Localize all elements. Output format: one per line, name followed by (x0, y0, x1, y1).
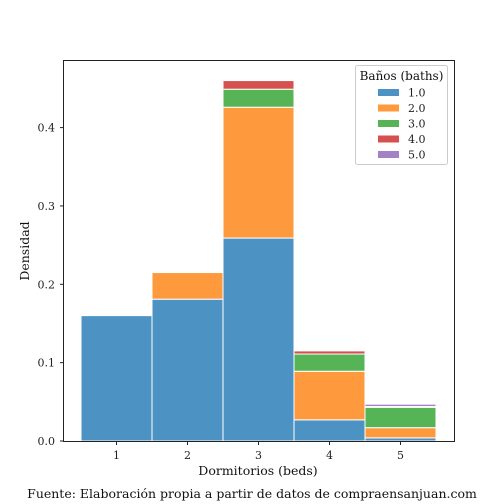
y-axis-label: Densidad (17, 221, 32, 280)
legend-label: 3.0 (408, 118, 426, 131)
bar-beds-2-baths-2.0 (151, 272, 224, 300)
y-tick-label: 0.0 (38, 435, 56, 448)
legend-swatch (378, 151, 399, 158)
source-caption: Fuente: Elaboración propia a partir de d… (27, 486, 477, 501)
legend-swatch (378, 89, 399, 96)
x-tick-label: 1 (113, 449, 120, 462)
bar-beds-3-baths-4.0 (222, 80, 295, 90)
legend-swatch (378, 120, 399, 127)
y-tick-label: 0.3 (38, 200, 56, 213)
legend-label: 2.0 (408, 102, 426, 115)
legend-swatch (378, 135, 399, 143)
bar-beds-5-baths-3.0 (364, 406, 437, 429)
legend-label: 1.0 (408, 87, 426, 100)
bar-beds-5-baths-5.0 (364, 403, 437, 408)
legend: Baños (baths) 1.0 2.0 3.0 4.0 5.0 (355, 65, 448, 165)
bars-group (80, 80, 437, 442)
bar-beds-4-baths-1.0 (293, 419, 366, 442)
bar-beds-3-baths-2.0 (222, 106, 295, 239)
x-tick-label: 4 (326, 449, 333, 462)
bar-beds-2-baths-1.0 (151, 298, 224, 442)
bar-beds-3-baths-3.0 (222, 88, 295, 108)
bar-beds-5-baths-2.0 (364, 427, 437, 439)
legend-label: 5.0 (408, 149, 426, 162)
bar-beds-4-baths-4.0 (293, 350, 366, 355)
x-tick-label: 3 (255, 449, 262, 462)
legend-label: 4.0 (408, 133, 426, 146)
legend-title: Baños (baths) (360, 69, 444, 83)
bar-beds-3-baths-1.0 (222, 237, 295, 442)
x-tick-label: 2 (184, 449, 191, 462)
x-axis: 1 2 3 4 5 (113, 441, 404, 462)
x-axis-label: Dormitorios (beds) (198, 463, 317, 478)
bar-beds-4-baths-3.0 (293, 353, 366, 372)
y-tick-label: 0.2 (38, 278, 56, 291)
y-axis: 0.0 0.1 0.2 0.3 0.4 (38, 122, 64, 448)
x-tick-label: 5 (397, 449, 404, 462)
bar-beds-1-baths-1.0 (80, 315, 153, 442)
legend-swatch (378, 104, 399, 112)
bar-beds-4-baths-2.0 (293, 370, 366, 421)
y-tick-label: 0.1 (38, 357, 56, 370)
y-tick-label: 0.4 (38, 122, 56, 135)
